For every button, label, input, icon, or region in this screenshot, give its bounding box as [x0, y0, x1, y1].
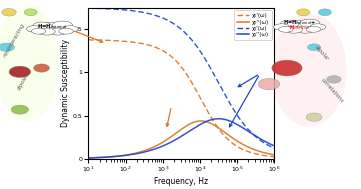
Text: H$_{\rm effective}$: H$_{\rm effective}$: [289, 23, 310, 32]
Text: H=H$_{\rm external}$: H=H$_{\rm external}$: [37, 22, 68, 31]
Text: dipoles: dipoles: [17, 72, 30, 91]
Y-axis label: Dynamic Susceptibility: Dynamic Susceptibility: [61, 39, 70, 127]
Legend: χ₀'(ω), χ₀''(ω), χ₁'(ω), χ₁''(ω): χ₀'(ω), χ₀''(ω), χ₁'(ω), χ₁''(ω): [234, 10, 271, 40]
Text: noninteracting: noninteracting: [3, 22, 26, 58]
Text: dipolar: dipolar: [314, 44, 330, 61]
X-axis label: Frequency, Hz: Frequency, Hz: [155, 177, 208, 186]
Text: H=H$_{\rm external}$+: H=H$_{\rm external}$+: [283, 18, 316, 27]
Text: correlations: correlations: [320, 77, 344, 104]
